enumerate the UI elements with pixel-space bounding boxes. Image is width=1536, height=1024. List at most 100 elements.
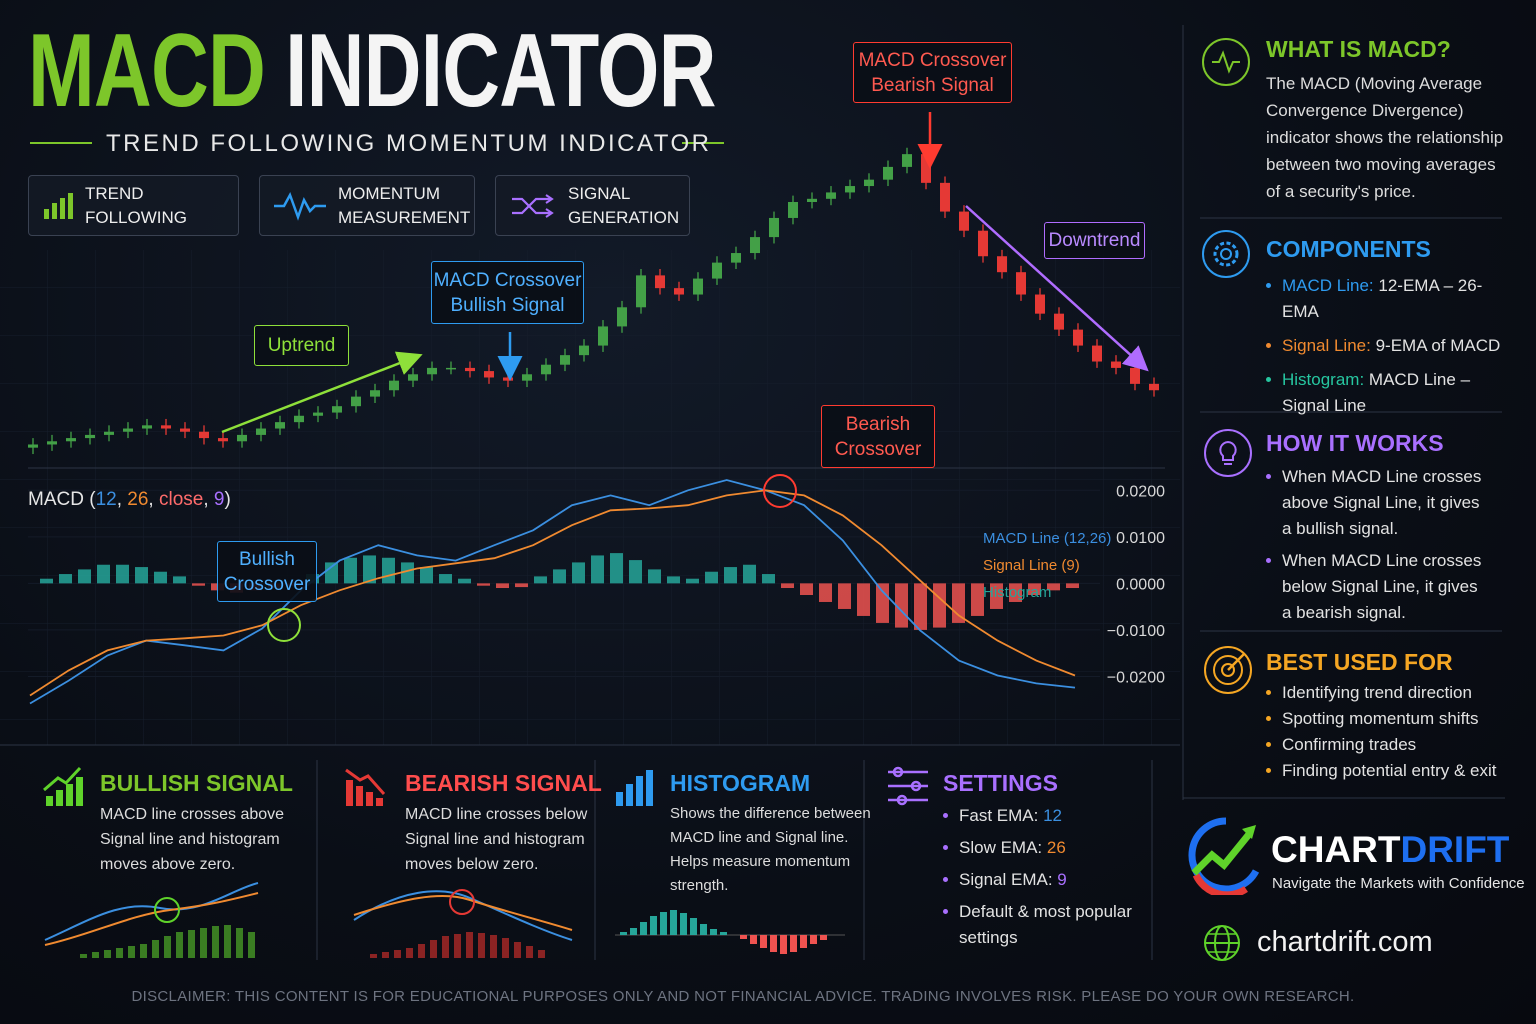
macd-title-part: , (148, 489, 159, 510)
candle-body (465, 367, 475, 372)
macd-title-part: , (117, 489, 128, 510)
bars-icon (44, 192, 73, 219)
candle-body (104, 431, 114, 435)
disclaimer: DISCLAIMER: THIS CONTENT IS FOR EDUCATIO… (131, 988, 1355, 1005)
card-body: Shows the difference between MACD line a… (670, 805, 871, 894)
annotation: MACD Crossover Bullish Signal (431, 261, 584, 324)
candle-body (294, 415, 304, 423)
histogram-bar (838, 583, 851, 609)
candle-body (66, 438, 76, 442)
setting-label: Signal EMA: (959, 870, 1053, 889)
candle-body (1111, 361, 1121, 368)
macd-title: MACD (12, 26, close, 9) (28, 489, 231, 510)
candle-body (1130, 367, 1140, 384)
candle-body (940, 182, 950, 212)
histogram-bar (800, 583, 813, 595)
histogram-bar (40, 578, 53, 584)
use-item: Identifying trend direction (1266, 680, 1526, 706)
histogram-bar (572, 562, 585, 584)
candle-body (503, 377, 513, 381)
histogram-bar (420, 567, 433, 584)
setting-value: 12 (1043, 806, 1063, 825)
histogram-bar (724, 567, 737, 584)
candle-body (712, 262, 722, 279)
annotation: Downtrend (1044, 222, 1145, 259)
how-list: When MACD Line crosses above Signal Line… (1266, 464, 1516, 626)
histogram-bar (1009, 583, 1022, 602)
histogram-bar (895, 583, 908, 628)
use-text: Finding potential entry & exit (1282, 761, 1497, 780)
series-line (29, 489, 1076, 697)
candle-body (864, 179, 874, 187)
histogram-bar (857, 583, 870, 616)
setting-label: Default & most popular settings (959, 902, 1132, 947)
candle-body (541, 364, 551, 375)
brand-part: DRIFT (1400, 829, 1510, 870)
histogram-bar (325, 562, 338, 584)
candle-body (484, 371, 494, 378)
y-tick-label: −0.0200 (1107, 669, 1165, 686)
candle-body (845, 186, 855, 193)
candle-body (617, 307, 627, 327)
card-title: SETTINGS (943, 770, 1059, 796)
how-text: When MACD Line crosses below Signal Line… (1282, 551, 1482, 622)
histogram-bar (135, 567, 148, 584)
component-label: Signal Line: (1282, 336, 1371, 355)
histogram-bar (914, 583, 927, 630)
macd-title-part: , (203, 489, 214, 510)
annotation: Bullish Crossover (217, 541, 317, 602)
how-text: When MACD Line crosses above Signal Line… (1282, 467, 1482, 538)
candle-body (142, 425, 152, 429)
histogram-bar (496, 583, 509, 589)
macd-title-part: ) (224, 489, 230, 510)
brand-part: CHART (1271, 829, 1401, 870)
candle-body (446, 367, 456, 370)
histogram-bar (59, 574, 72, 584)
candle-body (85, 434, 95, 439)
histogram-bar (667, 576, 680, 584)
candle-body (883, 166, 893, 180)
histogram-bar (458, 578, 471, 584)
section-title: HOW IT WORKS (1266, 430, 1444, 456)
setting-value: 9 (1057, 870, 1067, 889)
feature-pill: TREND FOLLOWING (28, 175, 239, 236)
legend-label: MACD Line (12,26) (983, 530, 1111, 547)
annotation: MACD Crossover Bearish Signal (853, 42, 1012, 103)
section-title: BEST USED FOR (1266, 649, 1453, 675)
histogram-bar (762, 574, 775, 584)
histogram-bar (515, 583, 528, 588)
candle-body (522, 374, 532, 381)
histogram-bar (819, 583, 832, 602)
candle-body (1016, 272, 1026, 295)
histogram-bar (173, 576, 186, 584)
crossover-circle (763, 474, 797, 508)
candle-body (959, 211, 969, 231)
y-tick-label: 0.0200 (1116, 483, 1165, 500)
histogram-bar (591, 555, 604, 584)
histogram-bar (78, 569, 91, 584)
candle-body (579, 345, 589, 356)
macd-title-part: 26 (127, 489, 148, 510)
subtitle-rules (30, 142, 724, 144)
candle-body (636, 275, 646, 308)
card-body: MACD line crosses above Signal line and … (100, 806, 285, 873)
feature-label: TREND FOLLOWING (85, 183, 188, 227)
candle-body (978, 230, 988, 257)
candle-body (902, 154, 912, 167)
globe-icon (1204, 925, 1240, 961)
histogram-bar (743, 564, 756, 584)
candle-body (750, 237, 760, 254)
feature-pill: SIGNAL GENERATION (495, 175, 690, 236)
card-title: BEARISH SIGNAL (405, 770, 602, 796)
candle-body (275, 422, 285, 429)
subtitle: TREND FOLLOWING MOMENTUM INDICATOR (106, 130, 712, 157)
use-item: Confirming trades (1266, 732, 1526, 758)
candle-body (560, 355, 570, 365)
candle-body (389, 380, 399, 391)
feature-pill: MOMENTUM MEASUREMENT (259, 175, 475, 236)
signal-icon (512, 193, 554, 218)
candle-body (218, 438, 228, 442)
candle-body (47, 441, 57, 445)
cards-decor (43, 760, 1153, 960)
